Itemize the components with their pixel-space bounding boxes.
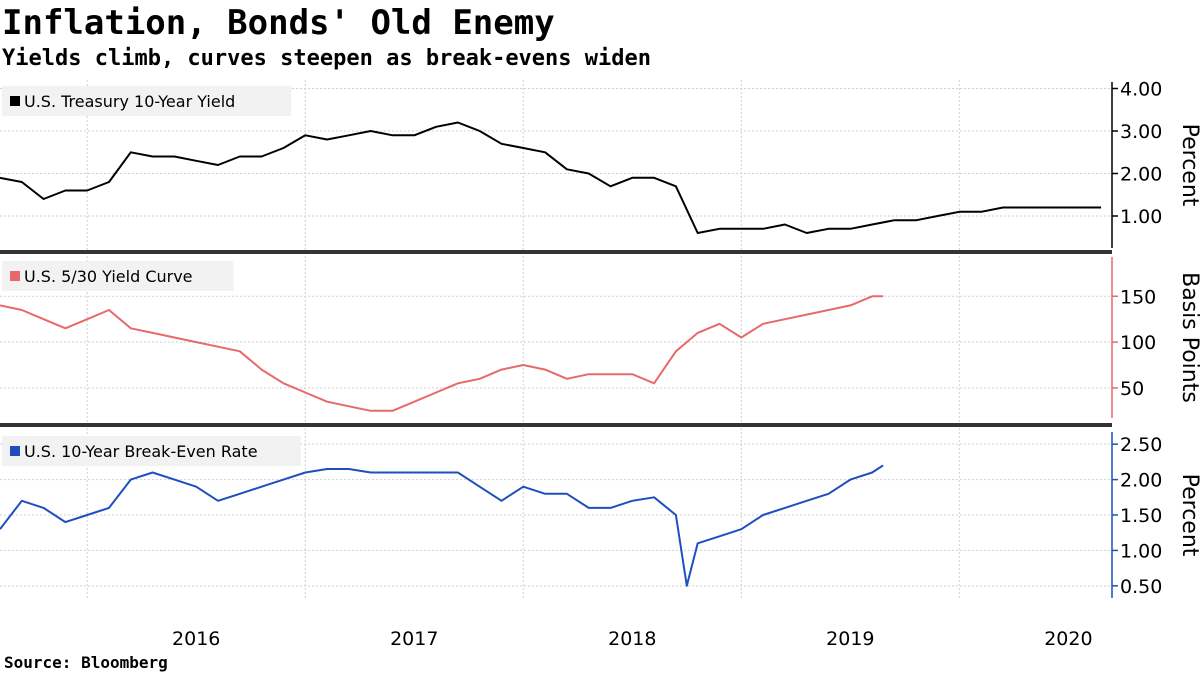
series-line (0, 464, 884, 587)
x-tick-label: 2019 (826, 628, 874, 650)
x-tick-label: 2016 (172, 628, 220, 650)
y-tick-label: 3.00 (1120, 121, 1162, 143)
y-tick-label: 1.50 (1120, 505, 1162, 527)
legend-label: U.S. 5/30 Yield Curve (24, 267, 193, 286)
unit-label: Percent (1177, 474, 1200, 557)
series-line (0, 295, 884, 412)
x-tick-label: 2018 (608, 628, 656, 650)
unit-label: Basis Points (1177, 272, 1200, 403)
panel-separator (0, 250, 1112, 254)
legend-box (2, 261, 234, 291)
chart-title: Inflation, Bonds' Old Enemy (2, 3, 555, 43)
y-tick-label: 4.00 (1120, 79, 1162, 101)
panel-separator (0, 423, 1112, 427)
source-note: Source: Bloomberg (4, 653, 168, 672)
legend-box (2, 436, 301, 466)
unit-label: Percent (1177, 124, 1200, 207)
y-tick-label: 0.50 (1120, 576, 1162, 598)
chart-subtitle: Yields climb, curves steepen as break-ev… (2, 46, 652, 71)
y-tick-label: 50 (1120, 378, 1144, 400)
y-tick-label: 150 (1120, 286, 1156, 308)
series-line (0, 121, 1102, 234)
y-tick-label: 1.00 (1120, 540, 1162, 562)
y-tick-label: 2.00 (1120, 164, 1162, 186)
legend-label: U.S. 10-Year Break-Even Rate (24, 442, 258, 461)
x-tick-label: 2020 (1044, 628, 1092, 650)
legend-swatch (10, 446, 20, 456)
y-tick-label: 2.50 (1120, 434, 1162, 456)
y-tick-label: 1.00 (1120, 206, 1162, 228)
y-tick-label: 100 (1120, 332, 1156, 354)
legend-box (2, 86, 292, 116)
legend-swatch (10, 96, 20, 106)
x-tick-label: 2017 (390, 628, 438, 650)
y-tick-label: 2.00 (1120, 470, 1162, 492)
legend-label: U.S. Treasury 10-Year Yield (24, 92, 235, 111)
legend-swatch (10, 271, 20, 281)
